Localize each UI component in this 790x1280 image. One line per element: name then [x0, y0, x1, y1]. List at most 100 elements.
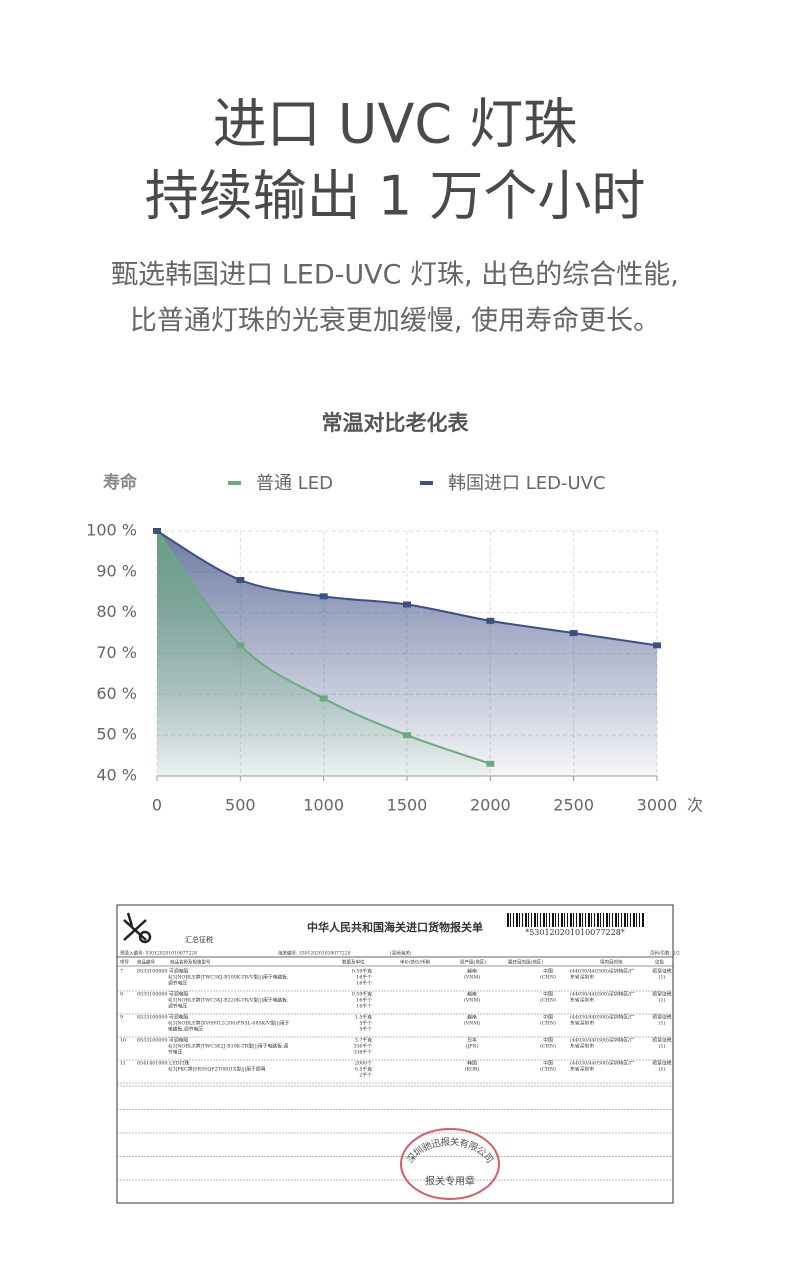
barcode-bar [606, 913, 608, 927]
legend-swatch [420, 481, 433, 485]
barcode-bar [534, 913, 536, 927]
cell-text: 照章征税 [652, 1037, 671, 1044]
cell-text: 5千个 [359, 1026, 372, 1033]
cell-text: (44030/440300)深圳特区/广 [570, 991, 635, 998]
cell-text: 8541401000 LED灯珠 [137, 1060, 189, 1067]
cell-text: 照章征税 [652, 1014, 671, 1021]
x-tick-label: 2500 [553, 796, 594, 815]
x-tick-label: 1500 [387, 796, 428, 815]
cell-text: 越南 [467, 1014, 477, 1021]
barcode-bar [618, 913, 619, 927]
cell-text: (KOR) [465, 1066, 480, 1073]
barcode-bar [552, 913, 554, 927]
cell-text: 8 [120, 992, 123, 998]
stamp-label: 报关专用章 [425, 1175, 475, 1188]
cell-text: (VNM) [464, 974, 480, 981]
cell-text: 0.5千克 [355, 1066, 372, 1073]
point-marker [486, 617, 495, 624]
cell-text: (44030/440300)深圳特区/广 [570, 1060, 635, 1067]
cell-text: (1) [659, 1043, 666, 1050]
column-header: 最终目的国(地区) [508, 959, 543, 966]
point-marker [569, 630, 578, 637]
customs-emblem [123, 912, 152, 944]
x-tick-label: 2000 [470, 796, 511, 815]
cell-text: 中国 [543, 1014, 553, 1021]
cell-text: 16千个 [356, 974, 372, 981]
cell-text: 8533100000 可调电阻 [137, 1037, 188, 1044]
cell-text: 中国 [543, 1060, 553, 1067]
cell-text: 4|3|NOBLE牌|TWC3KJ-B100K-TR/V型|||用于电路板, [168, 974, 289, 981]
barcode-bar [519, 913, 520, 927]
barcode-bar [537, 913, 538, 927]
cell-text: 0.59千克 [352, 968, 372, 975]
barcode-bar [633, 913, 635, 927]
cell-text: 中国 [543, 968, 553, 975]
point-marker [486, 760, 495, 767]
column-header: 数量及单位 [342, 959, 365, 966]
barcode-bar [540, 913, 541, 927]
y-tick-label: 90 % [96, 561, 137, 580]
cell-text: 东省深圳市 [570, 974, 594, 981]
chart-title: 常温对比老化表 [322, 411, 470, 435]
cell-text: 照章征税 [652, 991, 671, 998]
barcode-bar [573, 913, 574, 927]
column-header: 征免 [655, 959, 664, 966]
subtitle: 比普通灯珠的光衰更加缓慢, 使用寿命更长。 [130, 306, 660, 337]
cell-text: 4|3|NOBLE牌|XV09912(200)PN5L-085K/V型|||用于 [168, 1020, 290, 1027]
barcode-bar [570, 913, 572, 927]
column-header: 商品编号 [137, 959, 155, 966]
y-axis-label: 寿命 [103, 472, 138, 493]
preentry-no: 预录入编号: 530120201010077228 [120, 950, 197, 957]
barcode-text: *530120201010077228* [525, 928, 625, 937]
barcode-bar [642, 913, 644, 927]
cell-text: 5千个 [359, 1020, 372, 1027]
cell-text: (JPN) [465, 1043, 478, 1050]
cell-text: 中国 [543, 991, 553, 998]
barcode-bar [543, 913, 545, 927]
y-tick-label: 80 % [96, 602, 137, 621]
y-tick-label: 100 % [86, 521, 137, 540]
barcode-bar [549, 913, 550, 927]
barcode-bar [528, 913, 529, 927]
cell-text: (CHN) [540, 1043, 556, 1050]
barcode-bar [615, 913, 617, 927]
barcode-bar [579, 913, 581, 927]
barcode-bar [558, 913, 559, 927]
barcode-bar [564, 913, 565, 927]
cell-text: 8533100000 可调电阻 [137, 1014, 188, 1021]
cell-text: (VNM) [464, 1020, 480, 1027]
point-marker [236, 642, 245, 649]
x-axis-unit: 次 [687, 796, 703, 815]
cell-text: 中国 [543, 1037, 553, 1044]
area [157, 531, 491, 776]
cell-text: 16千个 [356, 980, 372, 987]
cell-text: (44030/440300)深圳特区/广 [570, 968, 635, 975]
cell-text: 东省深圳市 [570, 1066, 594, 1073]
cell-text: 9 [120, 1015, 123, 1021]
barcode-bar [531, 913, 532, 927]
barcode-bar [525, 913, 527, 927]
barcode-bar [567, 913, 568, 927]
tax-mode: 汇总征税 [185, 935, 213, 944]
cell-text: 16千个 [356, 997, 372, 1004]
barcode-bar [507, 913, 509, 927]
cell-text: 节电压 [168, 1049, 183, 1056]
barcode-bar [513, 913, 514, 927]
column-header: 单价/总价/币制 [400, 959, 431, 966]
barcode-bar [594, 913, 595, 927]
point-marker [403, 732, 411, 739]
barcode-bar [621, 913, 622, 927]
barcode-bar [636, 913, 637, 927]
column-header: 项号 [120, 960, 129, 966]
cell-text: (1) [659, 1066, 666, 1073]
subtitle: 甄选韩国进口 LED-UVC 灯珠, 出色的综合性能, [111, 260, 679, 291]
cell-text: 照章征税 [652, 968, 671, 975]
cell-text: (1) [659, 997, 666, 1004]
barcode-bar [516, 913, 518, 927]
point-marker [319, 593, 328, 600]
cell-text: (CHN) [540, 1020, 556, 1027]
cell-text: 4|3|PKC牌|SR5SQF2T0801X型|||用于照明 [168, 1066, 266, 1073]
point-marker [153, 528, 161, 534]
cell-text: (CHN) [540, 974, 556, 981]
